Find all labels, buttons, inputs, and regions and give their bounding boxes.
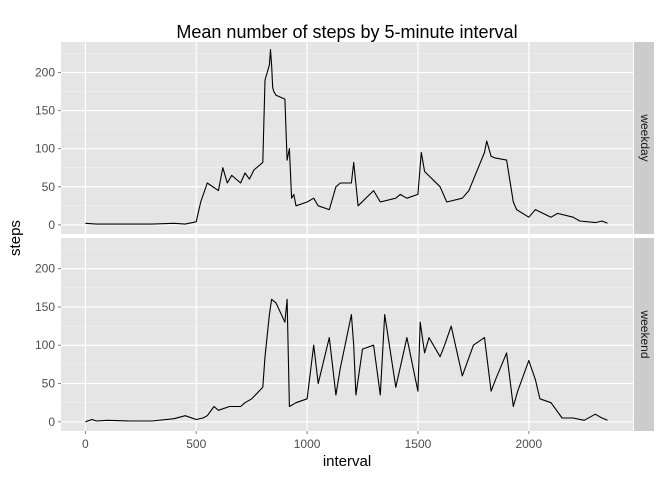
x-axis-title: interval [323,453,371,470]
series-line-weekend [85,298,608,423]
y-tick-label: 50 [42,180,56,194]
y-tick-label: 200 [35,262,55,276]
y-tick-label: 100 [35,142,55,156]
facet-strip-label: weekend [638,309,652,358]
x-tick-label: 1500 [405,437,432,451]
x-tick-label: 500 [186,437,206,451]
x-tick-label: 2000 [515,437,542,451]
y-tick-label: 200 [35,65,55,79]
facet-strip-label: weekday [638,113,652,161]
x-axis: 0 500 1000 1500 2000 [82,431,542,451]
facet-panels: 0 50 100 150 200 weekday 0 50 100 150 200 weekend [35,42,654,431]
y-tick-label: 100 [35,338,55,352]
y-axis-title: steps [7,220,24,256]
y-tick-label: 0 [48,218,55,232]
y-tick-label: 50 [42,377,56,391]
y-tick-label: 150 [35,104,55,118]
facet-strip [634,238,654,431]
facet-strip [634,42,654,234]
facet-panel-weekend: 0 50 100 150 200 weekend [35,238,654,431]
facet-panel-weekday: 0 50 100 150 200 weekday [35,42,654,234]
y-tick-label: 0 [48,415,55,429]
panel-background [61,42,633,234]
y-tick-label: 150 [35,300,55,314]
series-line-weekday [85,49,608,225]
chart-title: Mean number of steps by 5-minute interva… [176,22,517,42]
x-tick-label: 1000 [294,437,321,451]
x-tick-label: 0 [82,437,89,451]
